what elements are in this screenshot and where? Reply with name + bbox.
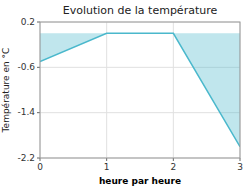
- chart: -2.2 -1.4 -0.6 0.2 0 1 2 3 Evolution de la tempé…: [0, 0, 250, 188]
- title: Evolution de la température: [63, 4, 218, 17]
- grid-line: [40, 112, 240, 113]
- grid: [40, 22, 240, 158]
- data: [40, 33, 240, 146]
- plot-frame: [40, 22, 240, 158]
- axes: -2.2 -1.4 -0.6 0.2 0 1 2 3: [17, 17, 242, 173]
- tick-label: 0.2: [21, 17, 35, 27]
- grid-line: [173, 22, 174, 158]
- grid-line: [106, 22, 107, 158]
- tick-label: 2: [170, 162, 176, 172]
- tick-label: -1.4: [17, 107, 35, 117]
- tick-label: -2.2: [17, 153, 35, 163]
- tick-label: 3: [237, 162, 243, 172]
- tick-label: -0.6: [17, 62, 35, 72]
- tick-label: 1: [104, 162, 110, 172]
- y-axis-label: Température en °C: [1, 48, 11, 134]
- x-axis-label: heure par heure: [99, 176, 181, 186]
- area: [40, 33, 240, 146]
- line: [40, 33, 240, 146]
- tick-label: 0: [37, 162, 43, 172]
- plot-area: [40, 22, 240, 158]
